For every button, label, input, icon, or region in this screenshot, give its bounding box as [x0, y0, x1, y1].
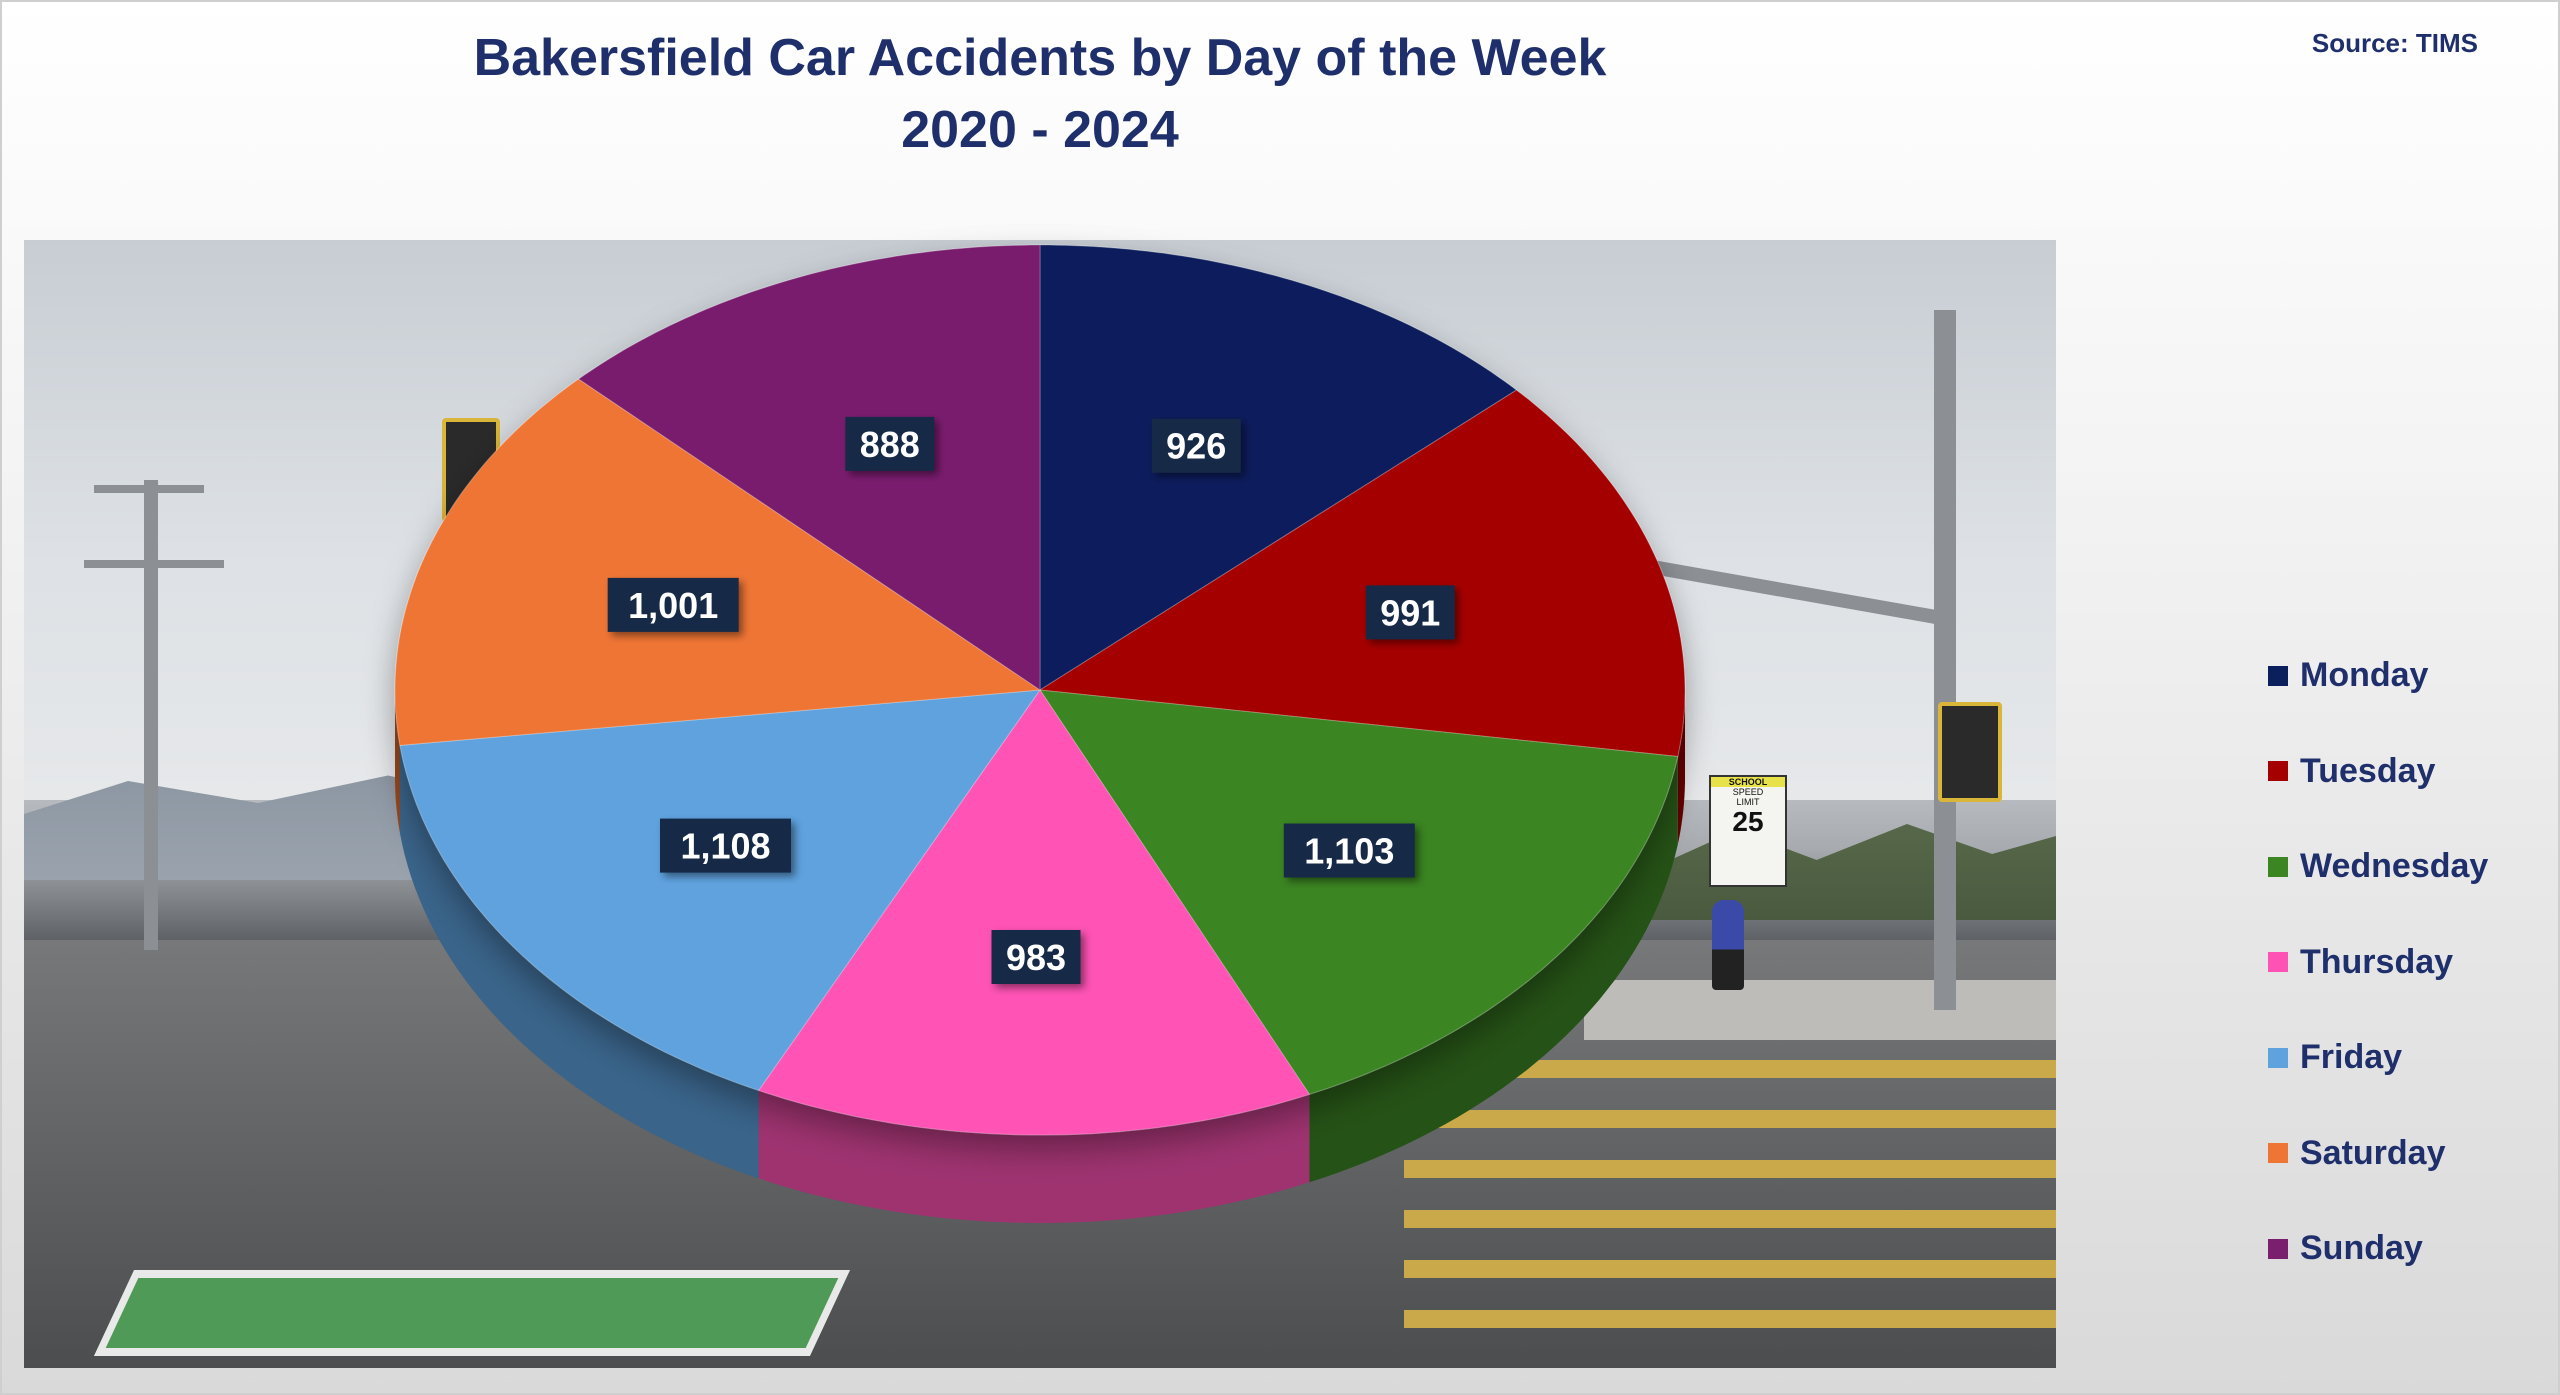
- legend-swatch: [2268, 1047, 2288, 1068]
- pie-side-wednesday: [1309, 756, 1678, 1183]
- legend-label: Wednesday: [2300, 847, 2489, 886]
- legend-item-friday: Friday: [2268, 1010, 2488, 1106]
- legend: Monday Tuesday Wednesday Thursday Friday…: [2268, 628, 2488, 1297]
- data-label-saturday: 1,001: [607, 577, 739, 632]
- data-label-wednesday: 1,103: [1283, 823, 1415, 878]
- pie-slice-friday: [399, 689, 1042, 1091]
- pie-side-tuesday: [1677, 690, 1685, 845]
- data-label-text: 926: [1166, 426, 1226, 467]
- legend-swatch: [2268, 1238, 2288, 1259]
- legend-swatch: [2268, 1143, 2288, 1164]
- data-label-thursday: 983: [991, 930, 1081, 984]
- data-label-box: [1151, 418, 1241, 473]
- photo-speed-sign: SCHOOL SPEED LIMIT 25: [1709, 775, 1787, 887]
- photo-signal-head: [1938, 702, 2002, 802]
- source-note: Source: TIMS: [2311, 28, 2478, 58]
- legend-item-monday: Monday: [2268, 628, 2488, 724]
- pie-slice-tuesday: [1038, 389, 1686, 758]
- pie-data-labels: 926 991 1,103 983 1,108 1,001 888: [607, 416, 1455, 984]
- data-label-box: [991, 930, 1081, 984]
- photo-crosswalk: [1404, 1040, 2056, 1368]
- pie-side-walls: [395, 690, 1685, 1223]
- photo-pedestrian: [1712, 900, 1744, 990]
- pie-slice-sunday: [577, 244, 1041, 691]
- legend-label: Monday: [2300, 656, 2429, 695]
- pie-slice-wednesday: [1038, 689, 1679, 1095]
- data-label-tuesday: 991: [1365, 585, 1455, 640]
- photo-pole-crossarm: [84, 560, 224, 568]
- pie-side-saturday: [395, 690, 400, 834]
- legend-label: Tuesday: [2300, 751, 2436, 790]
- legend-label: Saturday: [2300, 1133, 2446, 1172]
- chart-title: Bakersfield Car Accidents by Day of the …: [473, 29, 1607, 87]
- data-label-text: 1,103: [1304, 831, 1394, 872]
- pie-top-face: [394, 244, 1686, 1136]
- chart-subtitle: 2020 - 2024: [901, 101, 1179, 159]
- photo-pole-crossarm: [94, 485, 204, 493]
- data-label-text: 991: [1380, 592, 1440, 633]
- data-label-box: [1365, 585, 1455, 640]
- legend-label: Friday: [2300, 1038, 2403, 1077]
- legend-item-wednesday: Wednesday: [2268, 819, 2488, 915]
- legend-item-tuesday: Tuesday: [2268, 724, 2488, 820]
- legend-swatch: [2268, 665, 2288, 686]
- legend-swatch: [2268, 856, 2288, 877]
- data-label-text: 888: [860, 424, 920, 465]
- data-label-box: [607, 577, 739, 632]
- background-photo: SCHOOL SPEED LIMIT 25: [24, 240, 2056, 1368]
- pie-slice-thursday: [757, 689, 1311, 1136]
- pie-slice-saturday: [394, 378, 1042, 746]
- chart-title-block: Bakersfield Car Accidents by Day of the …: [0, 22, 2080, 166]
- data-label-box: [660, 818, 791, 873]
- legend-swatch: [2268, 952, 2288, 973]
- data-label-box: [1283, 823, 1415, 878]
- photo-sidewalk: [1584, 980, 2056, 1040]
- legend-item-saturday: Saturday: [2268, 1106, 2488, 1202]
- photo-utility-pole: [144, 480, 158, 950]
- pie-side-friday: [400, 745, 759, 1179]
- legend-swatch: [2268, 761, 2288, 782]
- data-label-text: 1,001: [628, 585, 718, 626]
- legend-item-sunday: Sunday: [2268, 1201, 2488, 1297]
- legend-item-thursday: Thursday: [2268, 915, 2488, 1011]
- data-label-sunday: 888: [845, 416, 935, 471]
- data-label-box: [845, 416, 935, 471]
- pie-side-thursday: [758, 1090, 1310, 1223]
- legend-label: Sunday: [2300, 1229, 2423, 1268]
- data-label-text: 1,108: [680, 826, 770, 867]
- legend-label: Thursday: [2300, 942, 2454, 981]
- photo-signal-pole: [1934, 310, 1956, 1010]
- pie-slice-monday: [1039, 244, 1518, 691]
- data-label-friday: 1,108: [660, 818, 791, 873]
- data-label-text: 983: [1006, 937, 1066, 978]
- data-label-monday: 926: [1151, 418, 1241, 473]
